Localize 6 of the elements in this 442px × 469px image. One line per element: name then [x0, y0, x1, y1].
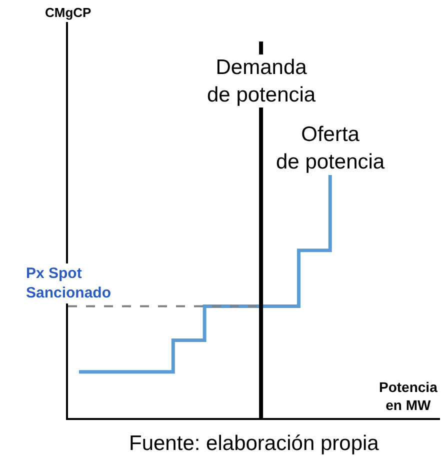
text: Demanda de potencia — [207, 56, 316, 106]
text: CMgCP — [45, 5, 92, 20]
series-label: Oferta de potencia — [276, 123, 385, 174]
source-note: Fuente: elaboración propia — [129, 432, 380, 455]
ref-line-label: Px Spot Sancionado — [26, 265, 112, 302]
x-axis-title: Potencia en MW — [379, 379, 438, 414]
